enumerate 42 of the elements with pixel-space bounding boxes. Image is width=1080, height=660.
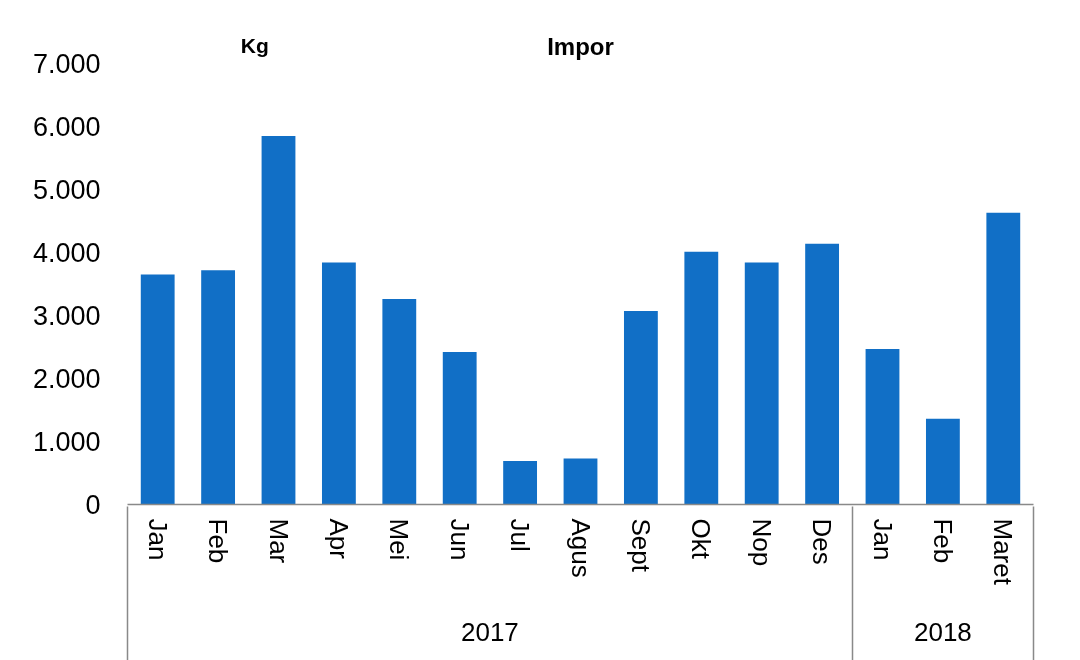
bar bbox=[684, 251, 719, 505]
bar bbox=[382, 299, 417, 505]
y-tick-label: 0 bbox=[85, 490, 101, 520]
bar bbox=[744, 262, 779, 505]
y-tick-label: 1.000 bbox=[32, 427, 101, 457]
text: 2018 bbox=[913, 616, 972, 647]
x-tick-label: Feb bbox=[203, 518, 234, 564]
x-tick-label: Feb bbox=[927, 518, 958, 564]
x-tick-label: Mar bbox=[263, 518, 294, 564]
y-tick-label: 4.000 bbox=[32, 238, 101, 268]
x-tick-label: Okt bbox=[686, 518, 717, 560]
x-tick-label: Jan bbox=[867, 518, 898, 561]
bar bbox=[623, 311, 658, 505]
y-tick-label: 3.000 bbox=[32, 301, 101, 331]
y-tick-label: 7.000 bbox=[32, 49, 101, 79]
bar bbox=[140, 274, 175, 505]
bar bbox=[321, 262, 356, 505]
bar bbox=[503, 461, 538, 505]
chart-title: Impor bbox=[547, 33, 614, 60]
x-tick-label: Jun bbox=[444, 518, 475, 561]
x-tick-label: Nop bbox=[746, 518, 777, 567]
x-tick-label: Sept bbox=[625, 518, 656, 573]
x-tick-label: Jul bbox=[505, 518, 536, 552]
y-axis-title: Kg bbox=[240, 34, 269, 57]
bar bbox=[986, 212, 1021, 505]
bar bbox=[925, 418, 960, 505]
x-tick-label: Jan bbox=[142, 518, 173, 561]
y-tick-label: 5.000 bbox=[32, 175, 101, 205]
x-tick-label: Agus bbox=[565, 518, 596, 578]
bar bbox=[201, 270, 236, 505]
text: 2017 bbox=[460, 616, 519, 647]
x-tick-label: Maret bbox=[988, 518, 1019, 586]
y-tick-label: 6.000 bbox=[32, 112, 101, 142]
x-tick-label: Des bbox=[807, 518, 838, 565]
bar bbox=[442, 352, 477, 505]
y-tick-label: 2.000 bbox=[32, 364, 101, 394]
x-tick-label: Mei bbox=[384, 518, 415, 561]
bar bbox=[261, 135, 296, 505]
bar bbox=[805, 243, 840, 505]
x-tick-label: Apr bbox=[323, 518, 354, 560]
bar bbox=[563, 458, 598, 505]
bar bbox=[865, 348, 900, 505]
